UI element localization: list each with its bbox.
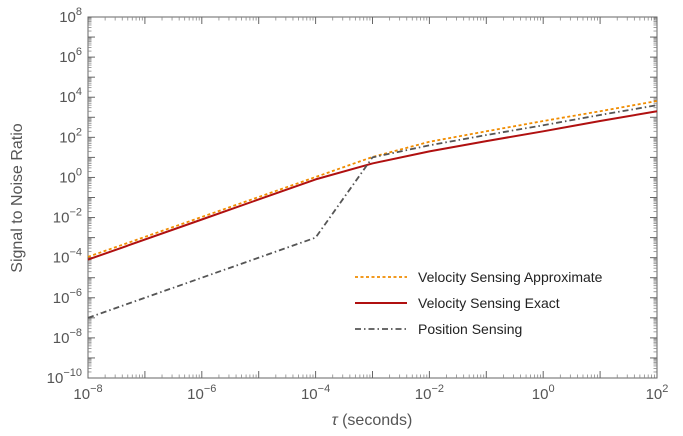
y-tick-label: 108 [59,6,82,26]
plot-frame [87,16,658,379]
y-tick-label: 104 [59,86,82,106]
legend: Velocity Sensing Approximate Velocity Sen… [355,269,603,337]
y-tick-label: 10−2 [53,207,82,227]
legend-label-2: Position Sensing [418,321,522,337]
series-lines [87,100,658,319]
y-tick-label: 10−4 [53,247,82,267]
x-tick-label: 10−8 [73,383,102,403]
minor-ticks [88,17,657,378]
x-tick-label: 10−4 [301,383,330,403]
y-tick-label: 100 [59,166,82,186]
y-tick-label: 102 [59,126,82,146]
legend-label-0: Velocity Sensing Approximate [418,269,603,285]
series-line-2 [87,104,658,319]
x-axis-unit: (seconds) [338,412,413,429]
y-tick-label: 106 [59,46,82,66]
y-axis-title: Signal to Noise Ratio [9,123,26,273]
x-axis-symbol: τ [332,412,339,429]
y-tick-label: 10−10 [47,367,82,387]
y-tick-label: 10−8 [53,327,82,347]
y-tick-labels: 10−10 10−8 10−6 10−4 10−2 100 102 104 106 108 [47,6,82,387]
x-tick-label: 100 [532,383,555,403]
series-line-1 [87,110,658,261]
x-tick-labels: 10−8 10−6 10−4 10−2 100 102 [73,383,668,403]
x-tick-label: 102 [646,383,669,403]
x-tick-label: 10−6 [187,383,216,403]
x-tick-label: 10−2 [415,383,444,403]
y-tick-label: 10−6 [53,287,82,307]
series-line-0 [87,100,658,258]
major-ticks [87,16,658,379]
legend-label-1: Velocity Sensing Exact [418,295,560,311]
x-axis-title: τ (seconds) [332,412,413,429]
